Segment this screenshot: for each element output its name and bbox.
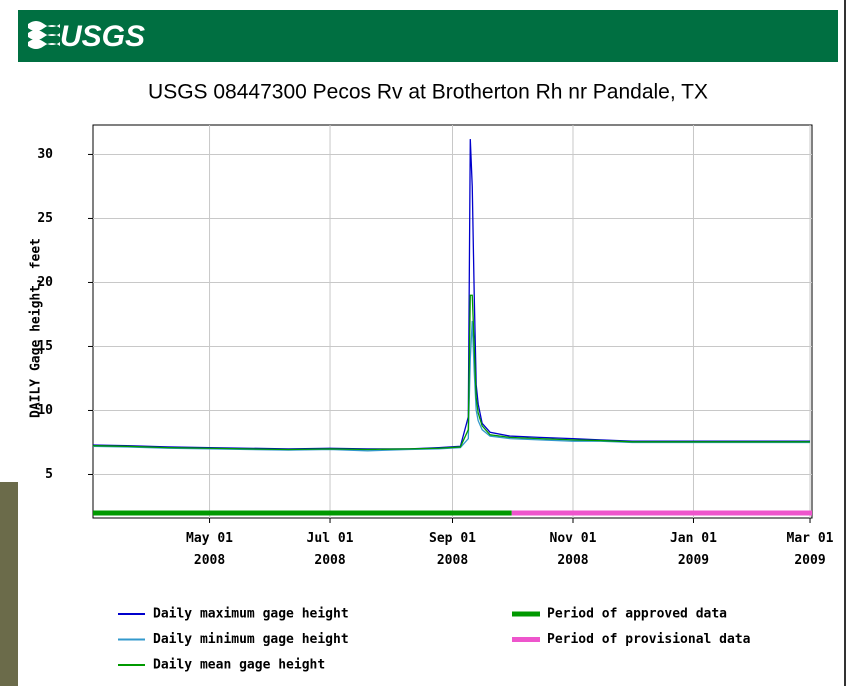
y-tick-label: 30 xyxy=(37,147,53,162)
photo-fragment xyxy=(0,482,18,686)
logo: USGS xyxy=(60,20,145,53)
y-tick-label: 15 xyxy=(37,339,53,354)
y-tick-label: 20 xyxy=(37,275,53,290)
page: {"header": {"logo": "USGS"}, "chart_data… xyxy=(0,0,850,686)
y-axis-label: DAILY Gage height, feet xyxy=(29,238,44,418)
y-tick-label: 25 xyxy=(37,211,53,226)
legend-label: Period of approved data xyxy=(547,607,727,622)
y-tick-label: 5 xyxy=(45,467,53,482)
legend-label: Daily minimum gage height xyxy=(153,632,349,647)
series-line xyxy=(93,295,810,449)
chart-title: USGS 08447300 Pecos Rv at Brotherton Rh … xyxy=(148,81,708,104)
y-tick-label: 10 xyxy=(37,403,53,418)
series-line xyxy=(93,321,810,451)
chart: USGS USGS 08447300 Pecos Rv at Brotherto… xyxy=(0,0,850,686)
legend-label: Daily mean gage height xyxy=(153,658,325,673)
legend-label: Daily maximum gage height xyxy=(153,607,349,622)
series-line xyxy=(93,139,810,449)
legend-label: Period of provisional data xyxy=(547,632,751,647)
